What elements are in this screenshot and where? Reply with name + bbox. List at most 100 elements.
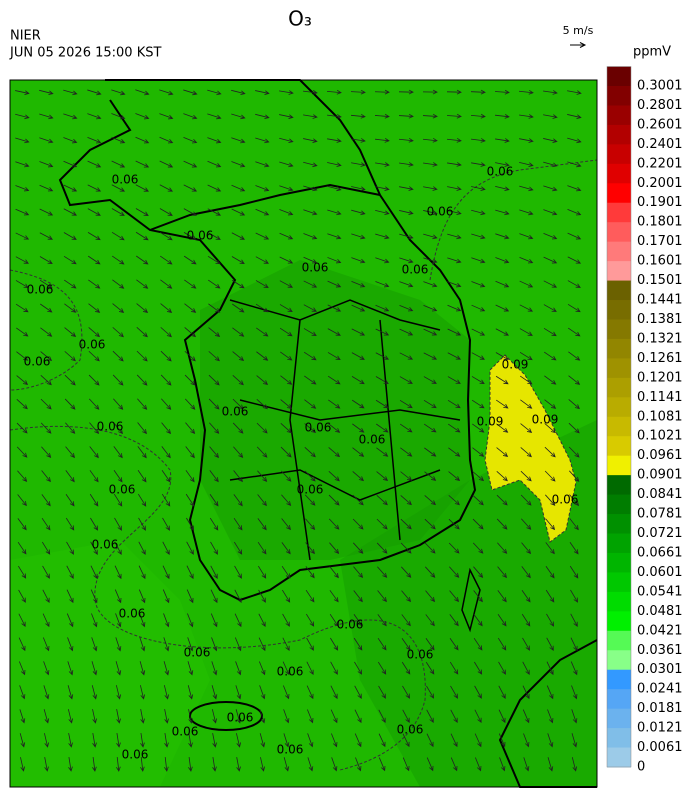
wind-arrow (137, 469, 147, 483)
colorbar-label: 0.1381 (637, 312, 683, 327)
wind-arrow (569, 494, 580, 507)
wind-arrow (63, 208, 78, 216)
wind-arrow (163, 637, 170, 652)
wind-arrow (255, 232, 270, 240)
wind-arrow (137, 446, 147, 459)
wind-arrow (473, 614, 483, 627)
wind-arrow (519, 162, 534, 168)
wind-arrow (187, 685, 194, 700)
wind-arrow (209, 494, 219, 507)
wind-arrow (399, 304, 414, 312)
wind-arrow (160, 279, 173, 289)
wind-arrow (139, 661, 146, 676)
wind-arrow (279, 185, 294, 192)
wind-arrow (376, 518, 388, 530)
wind-arrow (351, 304, 366, 312)
colorbar-label: 0.0541 (637, 584, 683, 599)
wind-arrow (184, 327, 197, 338)
colorbar-bin (607, 689, 631, 710)
wind-arrow (136, 255, 149, 265)
wind-arrow (543, 351, 557, 361)
wind-arrow (330, 685, 338, 700)
wind-arrow (470, 89, 486, 95)
wind-arrow (354, 709, 362, 724)
wind-arrow (161, 398, 172, 410)
wind-arrow (399, 257, 414, 264)
wind-arrow (39, 232, 53, 240)
wind-arrow (374, 113, 390, 119)
wind-arrow (544, 470, 556, 482)
wind-arrow (279, 137, 294, 144)
wind-arrow (66, 565, 74, 580)
wind-arrow (327, 233, 342, 240)
wind-arrow (183, 208, 197, 216)
wind-arrow (519, 209, 534, 216)
wind-arrow (327, 185, 342, 192)
wind-arrow (375, 281, 390, 288)
contour-label: 0.06 (172, 725, 199, 739)
wind-arrow (450, 757, 458, 772)
wind-arrow (283, 733, 290, 748)
contour-label: 0.06 (337, 618, 364, 632)
wind-arrow (471, 281, 486, 288)
colorbar-label: 0.2401 (637, 137, 683, 152)
wind-arrow (496, 494, 508, 506)
wind-arrow (570, 589, 578, 603)
colorbar-bin (607, 202, 631, 223)
wind-arrow (472, 423, 485, 433)
wind-arrow (63, 160, 78, 168)
wind-arrow (211, 661, 218, 676)
wind-arrow (183, 255, 197, 265)
colorbar-bin (607, 455, 631, 476)
wind-arrow (256, 422, 268, 434)
wind-arrow (209, 517, 219, 531)
wind-arrow (209, 446, 219, 459)
wind-arrow (423, 162, 438, 167)
wind-arrow (567, 303, 581, 313)
wind-arrow (351, 186, 366, 191)
wind-arrow (449, 638, 459, 651)
wind-arrow (425, 590, 436, 603)
wind-arrow (398, 113, 414, 119)
wind-arrow (543, 185, 558, 192)
wind-arrow (568, 375, 581, 385)
wind-arrow (111, 231, 125, 241)
wind-arrow (279, 232, 294, 240)
colorbar-label: 0.1601 (637, 254, 683, 269)
colorbar-frame (606, 66, 632, 768)
wind-arrow (231, 113, 246, 120)
wind-arrow (303, 328, 317, 337)
wind-arrow (207, 89, 222, 96)
wind-arrow (207, 232, 221, 240)
wind-arrow (570, 661, 578, 676)
wind-arrow (18, 637, 26, 652)
wind-arrow (66, 613, 74, 628)
wind-arrow (423, 328, 438, 336)
wind-arrow (159, 231, 173, 241)
colorbar-label: 0.0781 (637, 507, 683, 522)
wind-arrow (112, 327, 124, 338)
colorbar-bin (607, 144, 631, 165)
wind-arrow (495, 209, 510, 216)
wind-arrow (136, 350, 148, 362)
wind-arrow (113, 470, 123, 483)
wind-arrow (448, 495, 460, 506)
wind-arrow (184, 350, 196, 362)
wind-arrow (42, 589, 50, 604)
colorbar-label: 0.0421 (637, 623, 683, 638)
wind-arrow (92, 733, 97, 748)
wind-arrow (88, 279, 101, 289)
wind-arrow (40, 375, 52, 386)
legend: 0.3001 0.2801 0.2601 0.2401 0.2201 0.2001 0.19… (606, 66, 683, 775)
colorbar-label: 0.0121 (637, 721, 683, 736)
colorbar-label: 0.0361 (637, 643, 683, 658)
contour-label: 0.06 (122, 748, 149, 762)
colorbar-label: 0.0241 (637, 682, 683, 697)
wind-arrow (113, 493, 123, 507)
wind-arrow (39, 208, 54, 216)
wind-arrow (423, 210, 438, 216)
contour-label: 0.06 (402, 263, 429, 277)
wind-arrow (115, 685, 122, 700)
wind-arrow (113, 422, 123, 435)
